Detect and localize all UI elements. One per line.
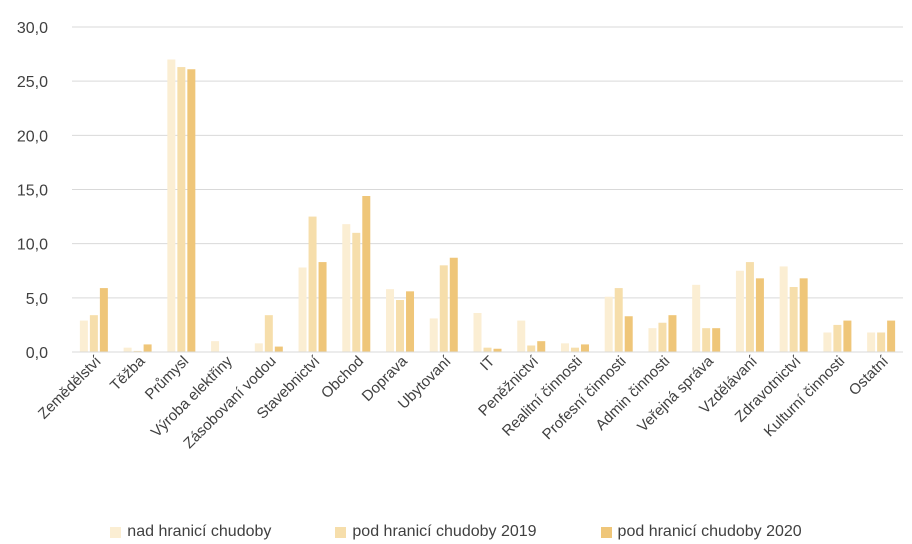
legend-item: pod hranicí chudoby 2020: [600, 521, 802, 543]
y-tick-label: 5,0: [26, 291, 48, 308]
x-tick-label: IT: [477, 353, 498, 374]
bar: [755, 278, 764, 352]
bar: [177, 67, 186, 352]
x-tick-label: Kulturní činnosti: [761, 353, 848, 440]
legend: nad hranicí chudoby pod hranicí chudoby 2…: [0, 521, 912, 543]
y-tick-label: 25,0: [17, 74, 48, 91]
bar: [167, 59, 176, 352]
bar: [352, 232, 361, 352]
bar: [537, 341, 546, 352]
y-tick-label: 15,0: [17, 183, 48, 200]
legend-swatch: [600, 526, 612, 538]
legend-label: pod hranicí chudoby 2019: [352, 523, 537, 540]
bar: [264, 315, 273, 352]
bar: [779, 266, 788, 352]
bar: [473, 313, 482, 352]
bar: [133, 350, 142, 352]
bar: [449, 257, 458, 352]
bar: [493, 348, 502, 352]
x-tick-label: Zemědělství: [35, 352, 105, 422]
bar: [517, 320, 526, 352]
bar: [406, 291, 415, 352]
bar: [799, 278, 808, 352]
bar: [527, 345, 536, 352]
legend-label: nad hranicí chudoby: [127, 523, 272, 540]
bar: [604, 296, 613, 352]
y-tick-label: 20,0: [17, 128, 48, 145]
x-tick-label: Těžba: [107, 352, 149, 394]
bar: [308, 216, 317, 352]
bar: [789, 287, 798, 352]
gridlines: [72, 26, 903, 299]
bar: [254, 343, 263, 352]
bar: [668, 315, 677, 352]
legend-swatch: [110, 526, 122, 538]
y-axis-tick-labels: 0,0 5,0 10,0 15,0 20,0 25,0 30,0: [17, 20, 48, 362]
bar: [735, 270, 744, 352]
bar: [692, 284, 701, 352]
bar: [745, 262, 754, 352]
bar: [560, 343, 569, 352]
bar: [483, 347, 492, 352]
bar: [362, 196, 371, 352]
legend-item: nad hranicí chudoby: [110, 521, 271, 543]
bar: [624, 316, 633, 352]
bar: [877, 332, 886, 352]
bar: [833, 324, 842, 352]
bar: [823, 332, 832, 352]
bar: [887, 320, 896, 352]
bar: [79, 320, 88, 352]
bar: [614, 288, 623, 352]
legend-label: pod hranicí chudoby 2020: [617, 523, 802, 540]
bar: [658, 322, 667, 352]
bar: [396, 300, 405, 352]
bar: [867, 332, 876, 352]
bar: [580, 344, 589, 352]
bar: [318, 262, 327, 352]
x-tick-label: Ostatní: [846, 352, 893, 399]
bar: [702, 328, 711, 352]
y-tick-label: 0,0: [26, 345, 48, 362]
bar: [439, 265, 448, 352]
bar: [143, 344, 152, 352]
bar: [342, 224, 351, 352]
bar: [843, 320, 852, 352]
bar: [386, 289, 395, 352]
bar: [570, 347, 579, 352]
bar: [648, 328, 657, 352]
bar: [429, 318, 438, 352]
y-tick-label: 30,0: [17, 20, 48, 37]
bar: [187, 69, 196, 352]
legend-item: pod hranicí chudoby 2019: [335, 521, 537, 543]
bar: [712, 328, 721, 352]
legend-swatch: [335, 526, 347, 538]
bars: [79, 59, 896, 352]
bar: [123, 347, 132, 352]
bar: [99, 288, 108, 352]
bar: [211, 341, 220, 352]
bar: [298, 267, 307, 352]
bar: [89, 315, 98, 352]
y-tick-label: 10,0: [17, 237, 48, 254]
bar: [274, 346, 283, 352]
x-tick-label: Veřejná správa: [634, 352, 717, 435]
